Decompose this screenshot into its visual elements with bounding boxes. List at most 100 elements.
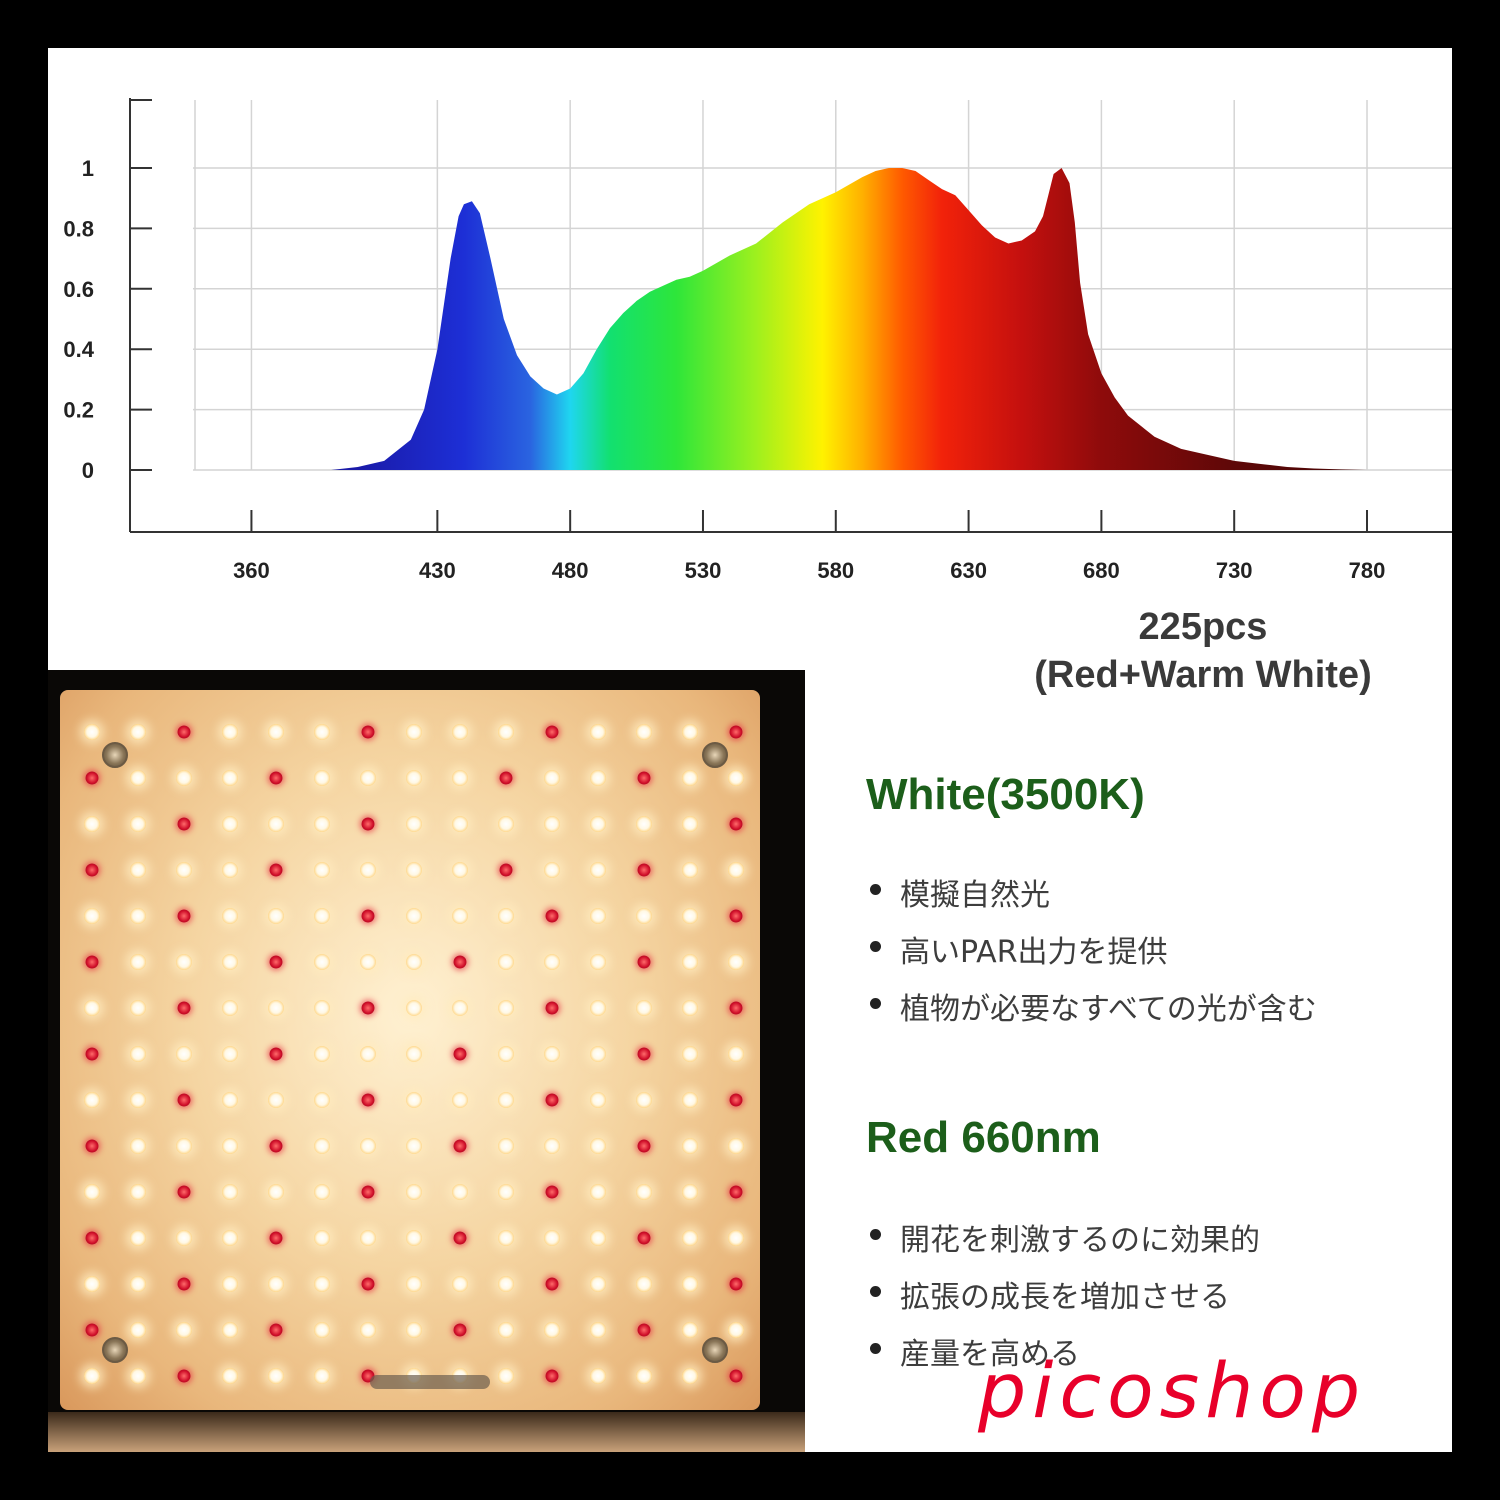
white-led	[130, 724, 146, 740]
brand-watermark: picoshop	[978, 1346, 1367, 1435]
white-led	[84, 1184, 100, 1200]
red-led	[729, 1277, 743, 1291]
white-led	[728, 862, 744, 878]
red-led	[269, 1323, 283, 1337]
white-led	[222, 770, 238, 786]
white-led	[452, 1276, 468, 1292]
white-led	[590, 770, 606, 786]
white-led	[728, 1138, 744, 1154]
white-led	[268, 1184, 284, 1200]
red-led	[177, 1185, 191, 1199]
white-led	[682, 1322, 698, 1338]
white-led	[498, 724, 514, 740]
red-led	[637, 771, 651, 785]
white-led	[406, 816, 422, 832]
red-led	[545, 1001, 559, 1015]
red-led	[545, 1369, 559, 1383]
x-tick-label: 360	[233, 558, 270, 583]
white-led	[544, 816, 560, 832]
red-led	[545, 909, 559, 923]
white-led	[222, 1184, 238, 1200]
red-led	[499, 771, 513, 785]
white-led	[544, 1322, 560, 1338]
white-led	[360, 862, 376, 878]
white-led	[498, 1230, 514, 1246]
white-led	[498, 1368, 514, 1384]
white-led	[590, 908, 606, 924]
white-led	[130, 816, 146, 832]
x-tick-label: 680	[1083, 558, 1120, 583]
white-led	[682, 1138, 698, 1154]
white-led	[176, 862, 192, 878]
white-led	[498, 816, 514, 832]
white-led	[222, 1138, 238, 1154]
white-led	[682, 1368, 698, 1384]
white-led	[636, 908, 652, 924]
white-led	[268, 724, 284, 740]
white-led	[406, 1138, 422, 1154]
y-tick-label: 0.8	[63, 216, 94, 241]
red-led	[545, 725, 559, 739]
red-led	[269, 771, 283, 785]
power-connector	[370, 1375, 490, 1389]
bullet-icon	[870, 941, 881, 952]
white-led	[728, 1230, 744, 1246]
white-led	[498, 954, 514, 970]
white-led	[314, 908, 330, 924]
red-led	[177, 1093, 191, 1107]
white-led	[268, 1000, 284, 1016]
red-led	[453, 1139, 467, 1153]
white-led	[544, 954, 560, 970]
white-led	[314, 862, 330, 878]
white-led	[130, 770, 146, 786]
white-led	[452, 908, 468, 924]
red-led	[361, 1093, 375, 1107]
red-led	[269, 1047, 283, 1061]
list-item: 拡張の成長を増加させる	[866, 1272, 1260, 1329]
white-led	[130, 1322, 146, 1338]
white-led	[682, 1092, 698, 1108]
red-led	[637, 1139, 651, 1153]
bullet-icon	[870, 1343, 881, 1354]
white-led	[452, 862, 468, 878]
white-led	[590, 1322, 606, 1338]
y-tick-label: 0.2	[63, 398, 94, 423]
white-led	[682, 770, 698, 786]
white-led	[222, 724, 238, 740]
white-led	[636, 1368, 652, 1384]
led-panel-photo	[48, 670, 805, 1452]
red-led	[545, 1185, 559, 1199]
white-led	[314, 1230, 330, 1246]
white-led	[728, 954, 744, 970]
white-led	[176, 954, 192, 970]
white-led	[222, 954, 238, 970]
white-led	[130, 1138, 146, 1154]
white-led	[84, 724, 100, 740]
white-led	[360, 770, 376, 786]
white-led	[452, 770, 468, 786]
red-led	[545, 1277, 559, 1291]
red-led	[85, 1231, 99, 1245]
white-led	[682, 816, 698, 832]
white-led	[222, 816, 238, 832]
red-led	[729, 909, 743, 923]
white-led	[130, 908, 146, 924]
white-led	[636, 1184, 652, 1200]
white-led	[452, 1184, 468, 1200]
white-led	[682, 1230, 698, 1246]
white-led	[544, 1230, 560, 1246]
white-led	[222, 908, 238, 924]
red-led	[729, 1001, 743, 1015]
white-led	[406, 724, 422, 740]
white-led	[498, 1092, 514, 1108]
white-led	[590, 816, 606, 832]
white-led	[314, 1368, 330, 1384]
x-tick-label: 430	[419, 558, 456, 583]
white-led	[130, 1000, 146, 1016]
white-led	[590, 1368, 606, 1384]
white-led	[176, 770, 192, 786]
red-led	[361, 817, 375, 831]
white-led	[728, 1322, 744, 1338]
x-tick-label: 630	[950, 558, 987, 583]
led-board	[60, 690, 760, 1410]
